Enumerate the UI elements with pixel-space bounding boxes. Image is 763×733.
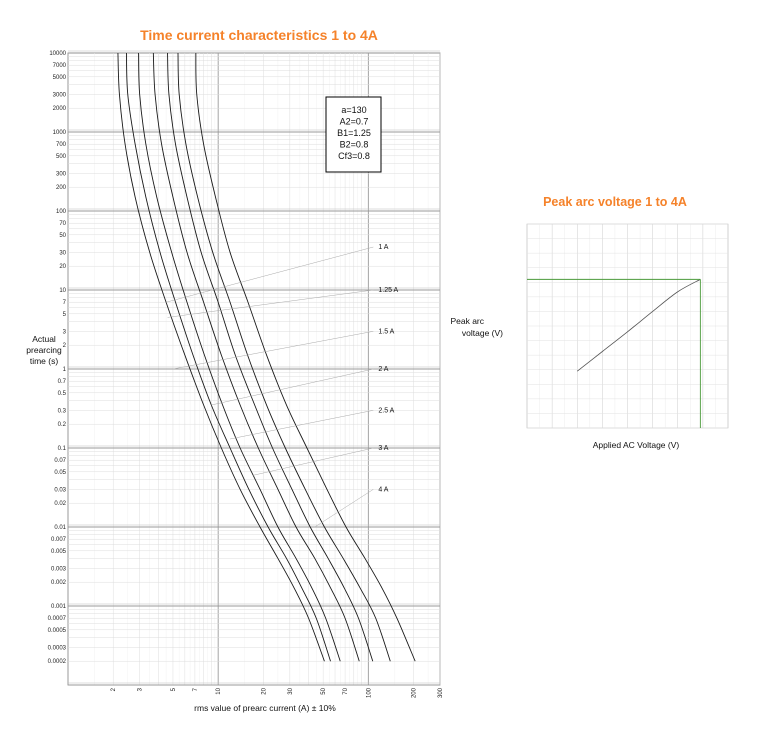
y-tick-label: 7 <box>63 300 67 306</box>
curve-leader-line <box>211 368 374 406</box>
svg-text:voltage (V): voltage (V) <box>462 328 503 338</box>
y-tick-label: 0.001 <box>51 604 67 610</box>
y-tick-label: 5000 <box>53 75 67 81</box>
curve-leader-line <box>167 289 374 318</box>
curve-leader-line <box>172 331 374 370</box>
y-tick-label: 100 <box>56 209 67 215</box>
y-tick-label: 0.02 <box>54 501 66 507</box>
x-tick-label: 70 <box>343 687 349 694</box>
curve-3-a <box>177 52 391 662</box>
arc-chart-title: Peak arc voltage 1 to 4A <box>543 195 687 209</box>
curve-group <box>117 52 416 662</box>
y-tick-label: 0.5 <box>58 391 67 397</box>
y-tick-label: 2 <box>63 343 67 349</box>
parameter-line: Cf3=0.8 <box>338 151 370 161</box>
y-tick-label: 0.007 <box>51 537 67 543</box>
y-tick-label: 30 <box>59 250 66 256</box>
curve-2-a <box>152 52 360 662</box>
curve-1-5-a <box>138 52 341 662</box>
y-tick-label: 0.0007 <box>48 616 67 622</box>
peak-arc-voltage-chart: Peak arc voltage 1 to 4A Peak arc voltag… <box>450 195 729 450</box>
curve-2-5-a <box>167 52 374 662</box>
curve-leader-line <box>252 447 374 476</box>
curve-label: 3 A <box>378 445 388 452</box>
curve-4-a <box>195 52 416 662</box>
y-tick-label: 0.0003 <box>48 645 67 651</box>
x-tick-label: 5 <box>171 687 177 691</box>
x-tick-label: 100 <box>366 687 372 698</box>
y-tick-label: 0.01 <box>54 525 66 531</box>
arc-chart-grid <box>526 223 729 429</box>
y-tick-label: 0.05 <box>54 470 66 476</box>
curve-label: 1 A <box>378 244 388 251</box>
curve-label: 2.5 A <box>378 407 394 414</box>
y-tick-label: 10000 <box>49 51 66 57</box>
y-tick-label: 300 <box>56 171 67 177</box>
y-tick-label: 700 <box>56 142 67 148</box>
x-tick-label: 300 <box>438 687 444 698</box>
svg-text:Actual: Actual <box>32 334 56 344</box>
curve-label: 2 A <box>378 366 388 373</box>
parameter-line: B1=1.25 <box>337 128 371 138</box>
parameter-line: B2=0.8 <box>340 140 369 150</box>
y-tick-label: 5 <box>63 312 67 318</box>
arc-y-axis-label: Peak arc voltage (V) <box>450 316 503 338</box>
time-current-chart: Time current characteristics 1 to 4A 100… <box>26 27 444 713</box>
curve-label: 1.5 A <box>378 328 394 335</box>
parameter-line: A2=0.7 <box>340 117 369 127</box>
x-tick-label: 2 <box>111 687 117 691</box>
parameter-box: a=130 A2=0.7 B1=1.25 B2=0.8 Cf3=0.8 <box>325 96 382 173</box>
curve-label: 1.25 A <box>378 287 398 294</box>
y-tick-label: 0.005 <box>51 549 67 555</box>
y-tick-label: 0.7 <box>58 379 67 385</box>
x-tick-label: 3 <box>138 687 144 691</box>
x-tick-label: 7 <box>193 687 199 691</box>
y-tick-label: 0.0002 <box>48 659 67 665</box>
y-tick-label: 20 <box>59 264 66 270</box>
svg-text:time (s): time (s) <box>30 356 59 366</box>
x-axis-label: rms value of prearc current (A) ± 10% <box>194 703 336 713</box>
curve-label: 4 A <box>378 486 388 493</box>
y-tick-label: 2000 <box>53 106 67 112</box>
svg-text:prearcing: prearcing <box>26 345 62 355</box>
x-tick-label: 30 <box>288 687 294 694</box>
x-tick-label: 50 <box>321 687 327 694</box>
y-tick-label: 1 <box>63 367 67 373</box>
y-tick-label: 50 <box>59 233 66 239</box>
curve-leader-line <box>166 246 374 303</box>
y-tick-label: 0.0005 <box>48 628 67 634</box>
chart-title: Time current characteristics 1 to 4A <box>140 27 378 43</box>
y-tick-label: 70 <box>59 221 66 227</box>
y-tick-label: 0.002 <box>51 580 67 586</box>
y-tick-label: 0.3 <box>58 408 67 414</box>
y-tick-label: 10 <box>59 288 66 294</box>
curve-leader-line <box>230 410 374 440</box>
y-tick-label: 3000 <box>53 92 67 98</box>
y-tick-label: 0.07 <box>54 458 66 464</box>
y-tick-label: 3 <box>63 329 67 335</box>
parameter-line: a=130 <box>341 105 366 115</box>
y-tick-label: 200 <box>56 185 67 191</box>
y-tick-label: 0.1 <box>58 446 67 452</box>
arc-x-axis-label: Applied AC Voltage (V) <box>593 440 680 450</box>
curve-1-a <box>117 52 325 662</box>
y-tick-label: 7000 <box>53 63 67 69</box>
y-tick-label: 0.2 <box>58 422 67 428</box>
x-tick-labels: 2 3 5 7 10 20 30 50 70 100 200 300 <box>111 687 444 698</box>
y-axis-label: Actual prearcing time (s) <box>26 334 62 366</box>
y-tick-labels: 1000070005000300020001000700500300200100… <box>48 51 67 665</box>
curve-leader-line <box>314 489 374 528</box>
x-tick-label: 10 <box>216 687 222 694</box>
arc-voltage-curve <box>577 279 701 372</box>
x-tick-label: 20 <box>261 687 267 694</box>
arc-plot-area <box>527 278 701 428</box>
y-tick-label: 0.03 <box>54 487 66 493</box>
x-tick-label: 200 <box>412 687 418 698</box>
y-tick-label: 1000 <box>53 130 67 136</box>
y-tick-label: 0.003 <box>51 566 67 572</box>
curve-label-group: 1 A 1.25 A 1.5 A 2 A 2.5 A 3 A 4 A <box>166 244 399 528</box>
y-tick-label: 500 <box>56 154 67 160</box>
svg-text:Peak arc: Peak arc <box>450 316 484 326</box>
